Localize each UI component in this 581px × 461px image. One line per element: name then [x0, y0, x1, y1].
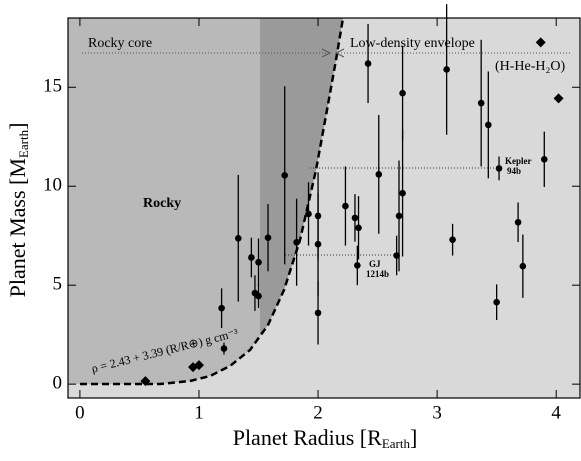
x-tick-label: 4 [551, 402, 561, 423]
y-label-sub: Earth [16, 129, 31, 158]
y-tick-label: 5 [53, 274, 63, 295]
point [364, 60, 372, 67]
point [293, 238, 300, 246]
point [395, 212, 403, 220]
point [535, 37, 546, 48]
y-tick-label: 0 [53, 373, 63, 394]
point [493, 298, 500, 306]
y-label-text: Planet Mass [M [5, 158, 30, 297]
y-label-end: ] [5, 123, 30, 130]
point [553, 93, 564, 104]
y-tick-label: 15 [43, 76, 62, 97]
point [399, 89, 406, 97]
point [220, 345, 228, 352]
point [248, 254, 255, 261]
point [255, 292, 262, 300]
point [193, 360, 204, 371]
plot-frame [67, 17, 581, 399]
annotation: (H-He-H₂O) [495, 59, 566, 74]
rocky-dense-region [260, 18, 343, 335]
x-label-sub: Earth [382, 436, 411, 451]
point [342, 202, 349, 210]
point [399, 189, 406, 197]
annotation: GJ [369, 259, 381, 269]
point [351, 214, 359, 222]
point [485, 121, 492, 129]
arrow-head [334, 48, 345, 58]
annotation: 1214b [366, 269, 389, 279]
point [355, 224, 362, 232]
annotation: Rocky [143, 196, 181, 211]
x-tick-label: 1 [194, 402, 204, 423]
point [393, 252, 400, 259]
x-tick-label: 2 [313, 402, 323, 423]
point [314, 240, 322, 248]
y-axis-label: Planet Mass [MEarth] [5, 123, 31, 298]
annotation: Rocky core [88, 36, 152, 51]
point [375, 171, 383, 178]
point [305, 210, 312, 218]
point [234, 234, 242, 242]
point [495, 165, 503, 172]
point [354, 262, 361, 269]
annotation: Kepler [505, 156, 532, 166]
x-label-end: ] [410, 425, 417, 450]
point [519, 262, 527, 270]
annotation: 94b [507, 166, 521, 176]
arrow-head [321, 48, 332, 58]
point [218, 304, 225, 312]
point [140, 376, 151, 387]
density-curve [80, 17, 345, 386]
annotation: Low-density envelope [350, 36, 475, 51]
point [443, 66, 450, 73]
x-axis-label: Planet Radius [REarth] [233, 425, 418, 451]
point [264, 234, 272, 241]
point [540, 156, 548, 163]
x-tick-label: 3 [432, 402, 442, 423]
y-tick-label: 10 [43, 175, 62, 196]
point [314, 309, 322, 317]
point [449, 236, 456, 243]
point [477, 99, 485, 107]
point [255, 258, 262, 266]
point [281, 172, 289, 179]
x-tick-label: 0 [75, 402, 85, 423]
x-label-text: Planet Radius [R [233, 425, 382, 450]
point [514, 218, 522, 226]
